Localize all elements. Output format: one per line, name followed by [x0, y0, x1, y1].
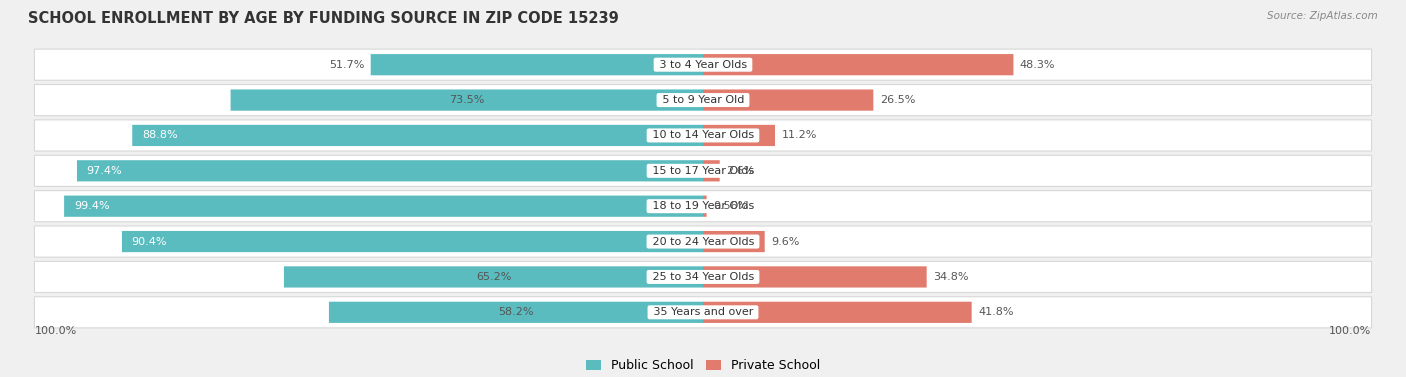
Text: 100.0%: 100.0% — [1329, 326, 1371, 336]
Text: 65.2%: 65.2% — [475, 272, 512, 282]
Text: 20 to 24 Year Olds: 20 to 24 Year Olds — [648, 236, 758, 247]
FancyBboxPatch shape — [703, 89, 873, 111]
FancyBboxPatch shape — [34, 297, 1372, 328]
FancyBboxPatch shape — [34, 120, 1372, 151]
Text: 88.8%: 88.8% — [142, 130, 177, 141]
FancyBboxPatch shape — [34, 84, 1372, 116]
FancyBboxPatch shape — [703, 266, 927, 288]
Text: 48.3%: 48.3% — [1019, 60, 1056, 70]
Text: 15 to 17 Year Olds: 15 to 17 Year Olds — [648, 166, 758, 176]
Legend: Public School, Private School: Public School, Private School — [581, 354, 825, 377]
Text: 58.2%: 58.2% — [498, 307, 534, 317]
Text: 26.5%: 26.5% — [880, 95, 915, 105]
Text: 100.0%: 100.0% — [35, 326, 77, 336]
FancyBboxPatch shape — [77, 160, 703, 181]
Text: Source: ZipAtlas.com: Source: ZipAtlas.com — [1267, 11, 1378, 21]
FancyBboxPatch shape — [329, 302, 703, 323]
Text: 41.8%: 41.8% — [979, 307, 1014, 317]
Text: 2.6%: 2.6% — [725, 166, 755, 176]
Text: 11.2%: 11.2% — [782, 130, 817, 141]
Text: 51.7%: 51.7% — [329, 60, 364, 70]
FancyBboxPatch shape — [122, 231, 703, 252]
Text: 97.4%: 97.4% — [87, 166, 122, 176]
Text: 90.4%: 90.4% — [132, 236, 167, 247]
FancyBboxPatch shape — [371, 54, 703, 75]
FancyBboxPatch shape — [284, 266, 703, 288]
FancyBboxPatch shape — [703, 125, 775, 146]
Text: 10 to 14 Year Olds: 10 to 14 Year Olds — [648, 130, 758, 141]
FancyBboxPatch shape — [34, 226, 1372, 257]
Text: 35 Years and over: 35 Years and over — [650, 307, 756, 317]
Text: 5 to 9 Year Old: 5 to 9 Year Old — [658, 95, 748, 105]
FancyBboxPatch shape — [34, 49, 1372, 80]
FancyBboxPatch shape — [65, 196, 703, 217]
Text: 99.4%: 99.4% — [73, 201, 110, 211]
FancyBboxPatch shape — [34, 155, 1372, 186]
FancyBboxPatch shape — [703, 196, 707, 217]
Text: 34.8%: 34.8% — [934, 272, 969, 282]
FancyBboxPatch shape — [231, 89, 703, 111]
FancyBboxPatch shape — [132, 125, 703, 146]
Text: 18 to 19 Year Olds: 18 to 19 Year Olds — [648, 201, 758, 211]
FancyBboxPatch shape — [703, 54, 1014, 75]
Text: 73.5%: 73.5% — [449, 95, 485, 105]
Text: 25 to 34 Year Olds: 25 to 34 Year Olds — [648, 272, 758, 282]
FancyBboxPatch shape — [34, 261, 1372, 293]
FancyBboxPatch shape — [34, 191, 1372, 222]
FancyBboxPatch shape — [703, 302, 972, 323]
Text: SCHOOL ENROLLMENT BY AGE BY FUNDING SOURCE IN ZIP CODE 15239: SCHOOL ENROLLMENT BY AGE BY FUNDING SOUR… — [28, 11, 619, 26]
FancyBboxPatch shape — [703, 160, 720, 181]
Text: 9.6%: 9.6% — [770, 236, 800, 247]
FancyBboxPatch shape — [703, 231, 765, 252]
Text: 3 to 4 Year Olds: 3 to 4 Year Olds — [655, 60, 751, 70]
Text: 0.56%: 0.56% — [713, 201, 748, 211]
